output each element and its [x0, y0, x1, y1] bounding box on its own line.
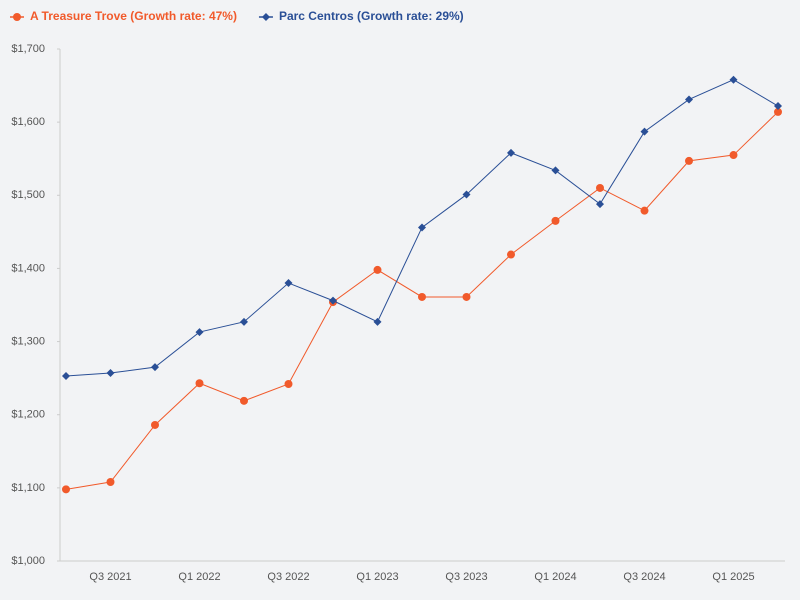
point	[284, 379, 293, 388]
point	[685, 156, 693, 165]
y-tick-label: $1,100	[11, 482, 45, 494]
point	[729, 75, 738, 84]
y-tick-label: $1,000	[11, 555, 45, 567]
point	[640, 127, 649, 136]
y-tick-label: $1,400	[11, 262, 45, 274]
legend-label: Parc Centros (Growth rate: 29%)	[279, 9, 464, 23]
point	[551, 166, 560, 175]
y-tick-label: $1,300	[11, 335, 45, 347]
x-tick-label: Q1 2025	[712, 571, 754, 583]
point	[106, 369, 115, 378]
point	[685, 95, 693, 104]
point	[462, 292, 471, 301]
legend-label: A Treasure Trove (Growth rate: 47%)	[30, 9, 237, 23]
point	[240, 317, 248, 326]
x-tick-label: Q1 2024	[534, 571, 576, 583]
point	[596, 200, 604, 209]
point	[774, 107, 782, 116]
legend-marker	[261, 13, 270, 21]
x-tick-label: Q3 2022	[267, 571, 309, 583]
point	[195, 379, 204, 388]
legend-marker	[13, 13, 21, 21]
point	[596, 183, 604, 192]
point	[418, 223, 426, 232]
point	[62, 485, 70, 494]
y-tick-label: $1,700	[11, 43, 45, 55]
point	[62, 371, 70, 380]
x-tick-label: Q3 2024	[623, 571, 665, 583]
x-tick-label: Q3 2021	[89, 571, 131, 583]
point	[551, 216, 560, 225]
point	[729, 151, 738, 160]
point	[106, 478, 115, 487]
x-tick-label: Q1 2022	[178, 571, 220, 583]
point	[195, 328, 204, 337]
point	[462, 190, 471, 199]
x-tick-label: Q1 2023	[356, 571, 398, 583]
point	[507, 250, 515, 259]
point	[640, 206, 649, 215]
point	[373, 317, 382, 326]
point	[418, 292, 426, 301]
point	[284, 279, 293, 288]
point	[774, 102, 782, 111]
point	[373, 265, 382, 274]
y-tick-label: $1,200	[11, 409, 45, 421]
point	[151, 420, 159, 429]
point	[240, 396, 248, 405]
x-tick-label: Q3 2023	[445, 571, 487, 583]
point	[507, 148, 515, 157]
y-tick-label: $1,600	[11, 116, 45, 128]
point	[151, 363, 159, 372]
y-tick-label: $1,500	[11, 189, 45, 201]
point	[329, 296, 337, 305]
